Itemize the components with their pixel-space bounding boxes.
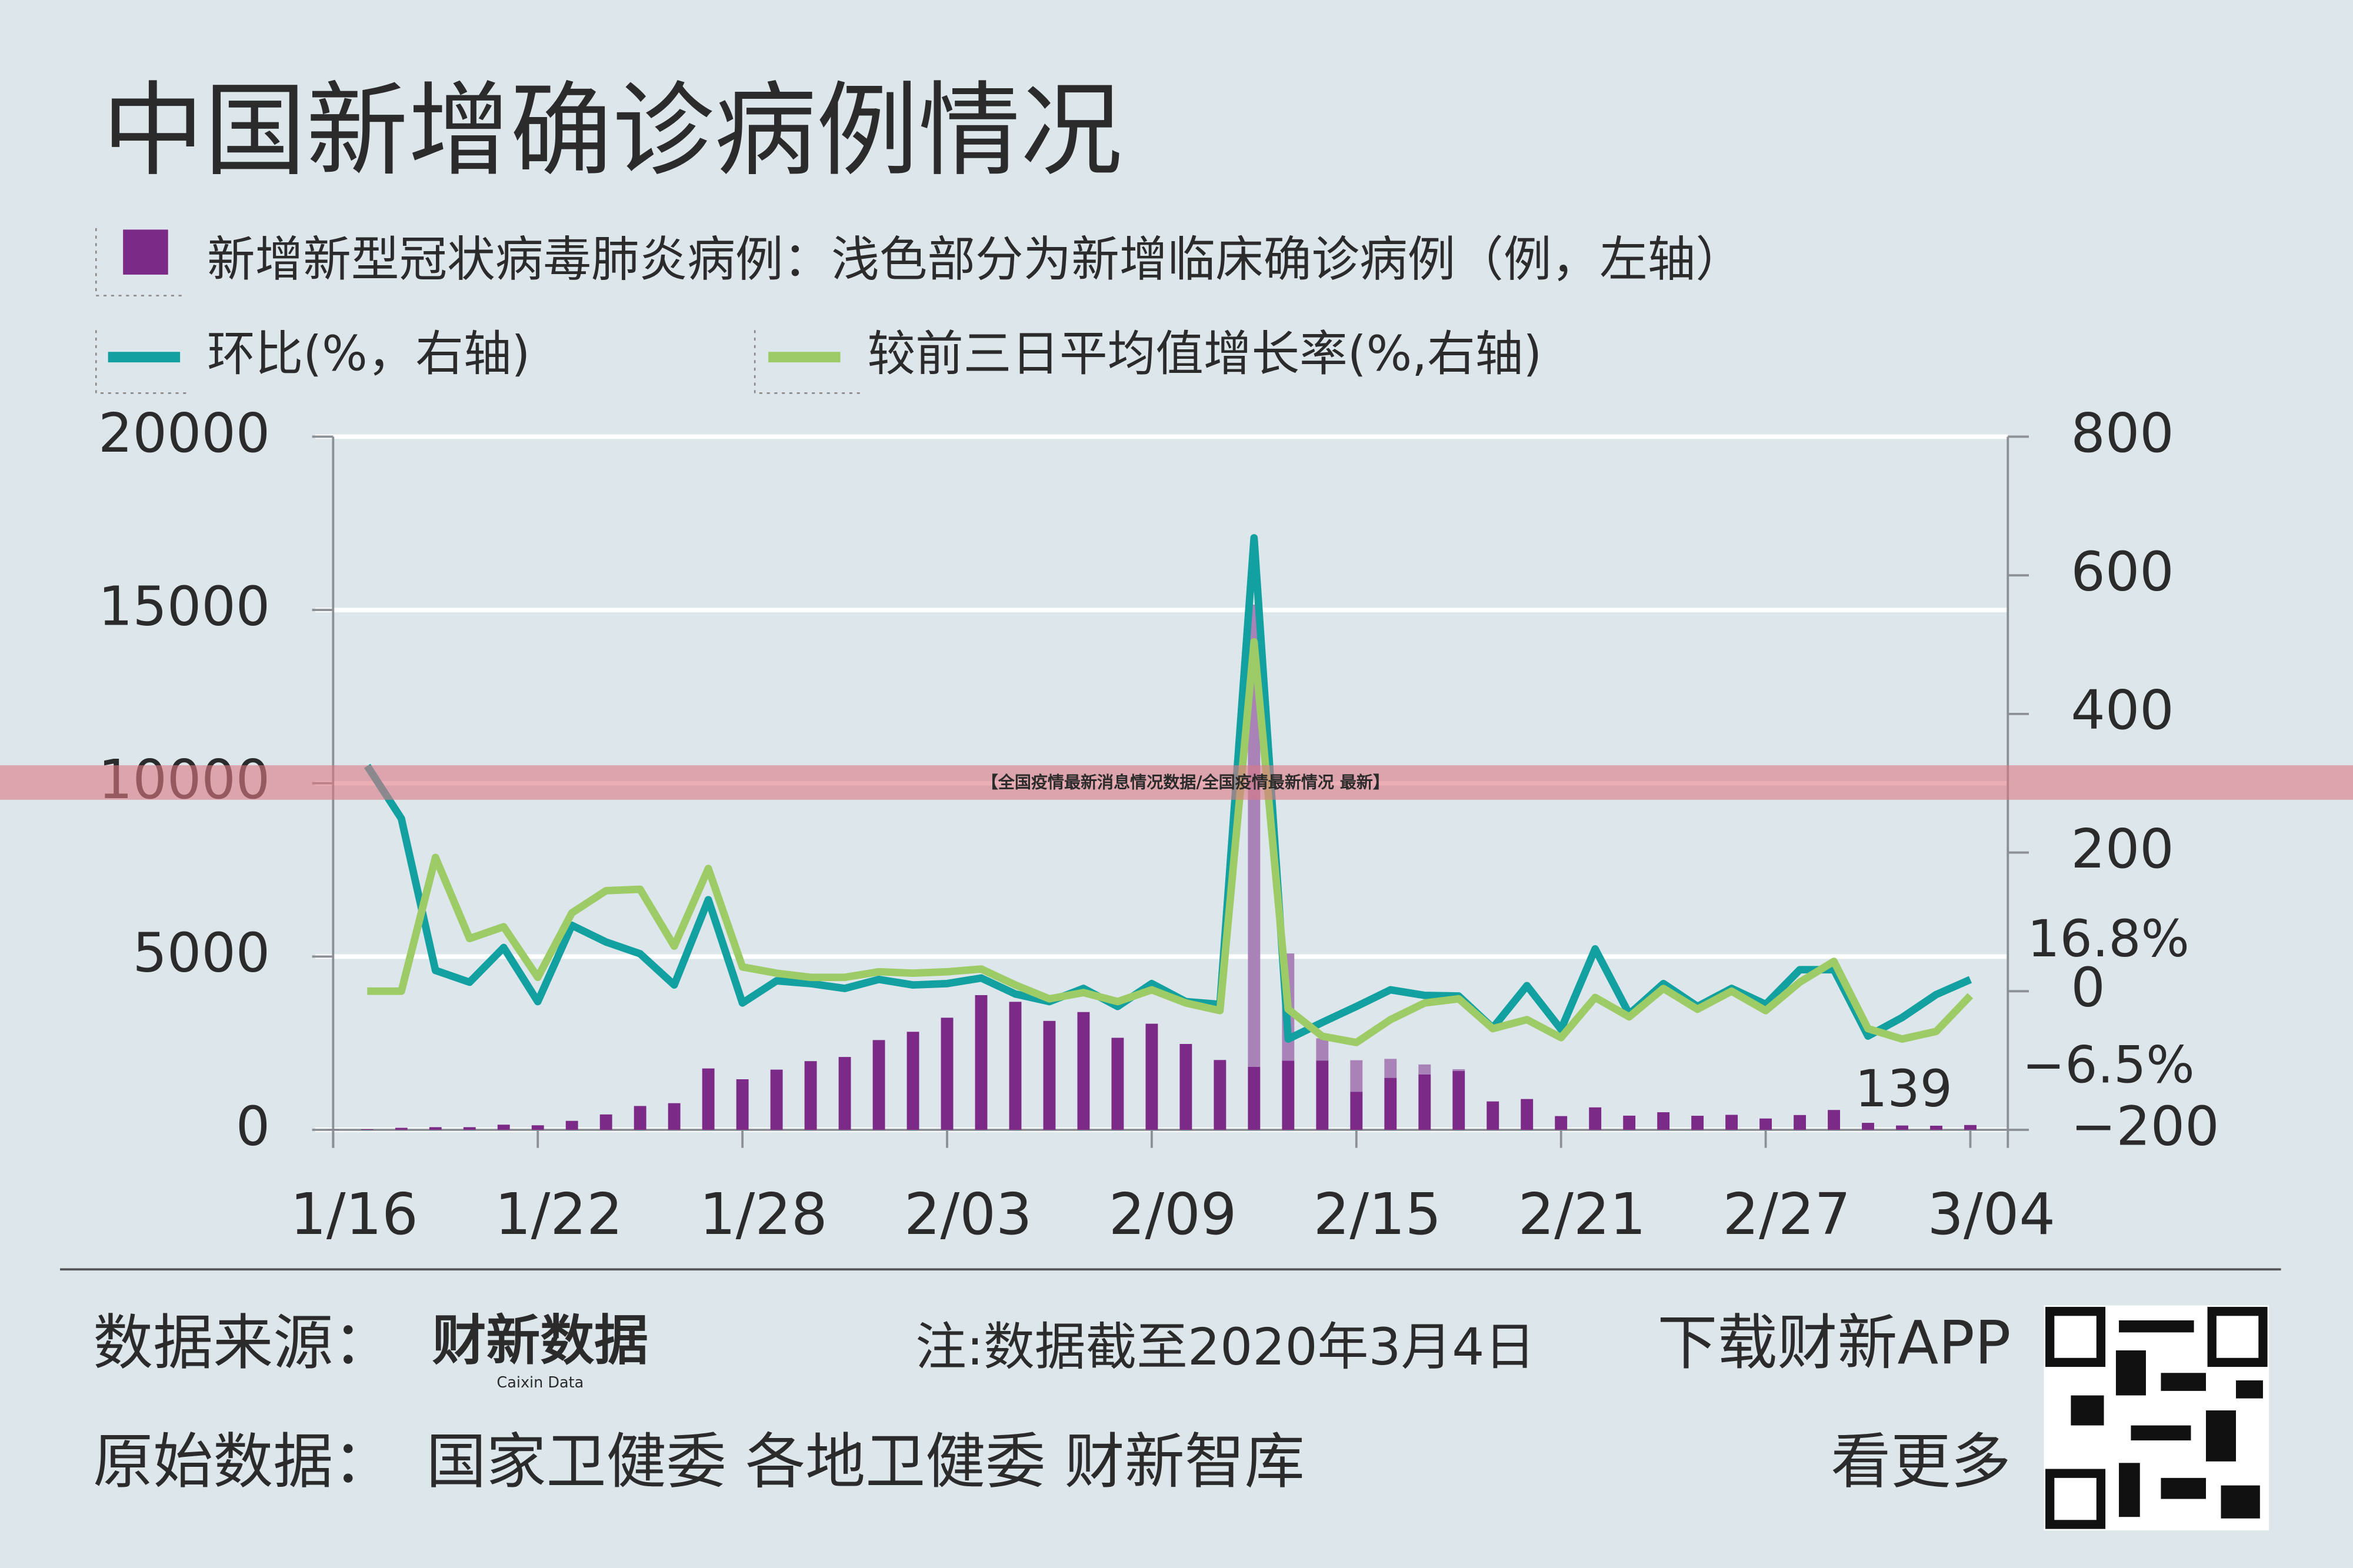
y-tick-label: 5000 — [132, 922, 270, 985]
bar — [1862, 1123, 1874, 1130]
bar — [1418, 1074, 1431, 1130]
y-tick-label: 0 — [236, 1095, 270, 1157]
x-tick-label: 2/15 — [1314, 1181, 1442, 1247]
bar — [1521, 1099, 1534, 1130]
bar — [1179, 1043, 1192, 1130]
logo-sub: Caixin Data — [496, 1374, 584, 1392]
bar — [1828, 1110, 1840, 1130]
banner — [0, 765, 2353, 800]
y2-tick-label: 0 — [2071, 956, 2105, 1019]
bar — [1725, 1115, 1738, 1130]
legend-frame — [95, 330, 186, 394]
bar — [1930, 1125, 1942, 1130]
bar — [736, 1079, 749, 1130]
y2-tick-label: 800 — [2071, 402, 2174, 465]
y-tick-label: 15000 — [98, 575, 270, 638]
note: 注:数据截至2020年3月4日 — [915, 1317, 1535, 1377]
bar — [565, 1120, 578, 1130]
bar-clinical — [1452, 1069, 1465, 1071]
bar — [531, 1125, 544, 1130]
bar — [1043, 1020, 1056, 1130]
x-tick-label: 1/28 — [699, 1181, 828, 1247]
bar — [1452, 1070, 1465, 1130]
bar — [1589, 1107, 1602, 1130]
bar — [1964, 1125, 1977, 1130]
y2-tick-label: −200 — [2071, 1095, 2219, 1157]
bar — [1214, 1060, 1227, 1130]
bar — [1384, 1077, 1397, 1130]
bar — [1759, 1118, 1772, 1130]
y-tick-label: 20000 — [98, 402, 270, 465]
x-tick-label: 2/21 — [1518, 1181, 1647, 1247]
bar-clinical — [1248, 605, 1261, 1067]
bar — [1623, 1115, 1636, 1130]
y2-tick-label: 200 — [2071, 818, 2174, 880]
bar — [975, 995, 988, 1130]
bar — [804, 1061, 817, 1130]
legend-label: 新增新型冠状病毒肺炎病例：浅色部分为新增临床确诊病例（例，左轴） — [207, 232, 1744, 288]
legend-label: 较前三日平均值增长率(%,右轴) — [867, 326, 1542, 382]
bar — [395, 1127, 408, 1130]
raw-label: 原始数据： — [93, 1427, 393, 1497]
banner-text: 【全国疫情最新消息情况数据/全国疫情最新情况 最新】 — [982, 773, 1389, 792]
data-label: −6.5% — [2022, 1035, 2195, 1095]
x-tick-label: 2/27 — [1722, 1181, 1851, 1247]
bar-clinical — [1316, 1038, 1329, 1061]
bar — [702, 1068, 715, 1130]
raw-sources: 国家卫健委 各地卫健委 财新智库 — [426, 1427, 1304, 1497]
bar — [1145, 1023, 1158, 1130]
bar-clinical — [1418, 1064, 1431, 1075]
legend-label: 环比(%，右轴) — [207, 326, 530, 382]
bar — [1316, 1060, 1329, 1130]
bar — [1691, 1116, 1704, 1130]
legend-frame — [754, 330, 865, 394]
x-tick-label: 1/16 — [290, 1181, 418, 1247]
bar-clinical — [1384, 1059, 1397, 1078]
line — [367, 638, 1974, 1046]
data-label: 139 — [1855, 1059, 1952, 1119]
bar — [599, 1114, 612, 1130]
bar — [361, 1129, 374, 1130]
bar — [1350, 1092, 1363, 1130]
bar-clinical — [1350, 1060, 1363, 1092]
bar — [1111, 1037, 1124, 1130]
bar — [1794, 1115, 1807, 1130]
logo: 财新数据 — [432, 1309, 648, 1372]
bar — [770, 1069, 783, 1130]
source-label: 数据来源： — [93, 1309, 393, 1379]
more[interactable]: 看更多 — [1831, 1427, 2011, 1497]
y2-tick-label: 400 — [2071, 679, 2174, 742]
bar — [1487, 1101, 1499, 1130]
bar — [668, 1103, 681, 1130]
bar — [1248, 1066, 1261, 1130]
y2-tick-label: 600 — [2071, 541, 2174, 603]
bar — [838, 1057, 851, 1130]
bar — [941, 1017, 954, 1130]
bar — [463, 1127, 476, 1130]
chart-title: 中国新增确诊病例情况 — [102, 71, 1122, 190]
bar — [906, 1032, 919, 1130]
legend-swatch — [123, 229, 168, 275]
data-label: 16.8% — [2027, 909, 2189, 969]
bar — [1896, 1125, 1908, 1130]
x-tick-label: 1/22 — [495, 1181, 623, 1247]
qr-code[interactable] — [2044, 1305, 2269, 1531]
bar — [1282, 1060, 1295, 1130]
bar — [1657, 1112, 1670, 1130]
legend-frame — [95, 228, 186, 296]
download[interactable]: 下载财新APP — [1657, 1309, 2011, 1379]
bar — [497, 1125, 510, 1130]
bar — [1555, 1116, 1568, 1130]
bar — [429, 1127, 442, 1130]
x-tick-label: 3/04 — [1927, 1181, 2055, 1247]
legend: 新增新型冠状病毒肺炎病例：浅色部分为新增临床确诊病例（例，左轴） 环比(%，右轴)… — [108, 229, 1744, 382]
bar — [1077, 1012, 1090, 1130]
x-tick-label: 2/09 — [1109, 1181, 1237, 1247]
bar — [872, 1040, 885, 1130]
x-tick-label: 2/03 — [904, 1181, 1032, 1247]
bar — [634, 1106, 646, 1130]
bar — [1009, 1002, 1022, 1130]
